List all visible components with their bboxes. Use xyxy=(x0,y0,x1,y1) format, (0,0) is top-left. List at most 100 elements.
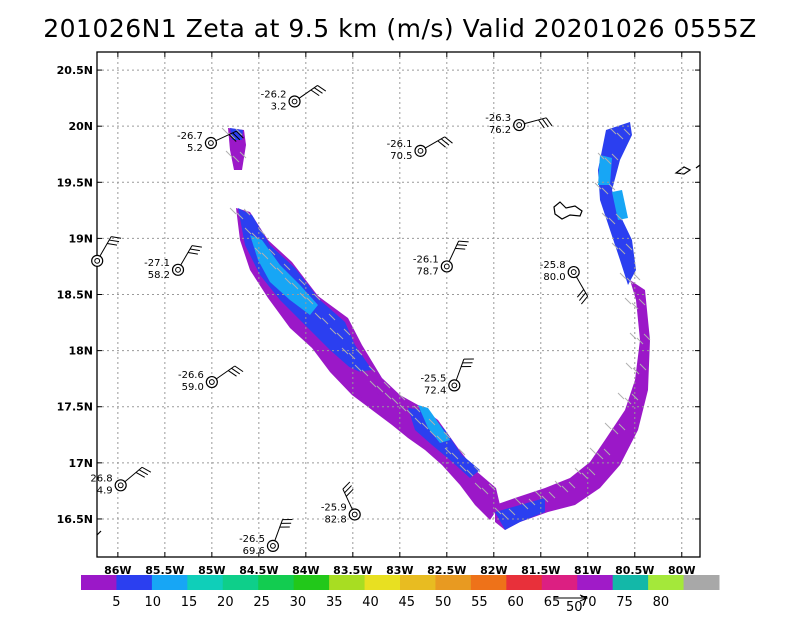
station-plot: -27.158.2 xyxy=(144,245,202,281)
wind-vector-mark xyxy=(568,481,576,489)
colorbar-cell xyxy=(435,575,472,590)
wind-vector-mark xyxy=(501,512,509,520)
lon-label: 85.5W xyxy=(145,564,184,577)
wind-barb-feather xyxy=(342,481,351,490)
wind-barb-feather xyxy=(234,365,244,373)
colorbar-label: 50 xyxy=(435,595,452,610)
wind-barb-feather xyxy=(232,132,241,141)
vector-reference-arrow xyxy=(554,594,589,602)
wind-vector-mark xyxy=(451,452,459,460)
wind-vector-mark xyxy=(604,157,612,165)
station-circle-outer xyxy=(440,260,453,273)
wind-vector-mark xyxy=(601,187,609,195)
swath-south xyxy=(495,280,650,530)
wind-vector-mark xyxy=(236,212,244,220)
wind-vector-mark xyxy=(244,227,252,235)
wind-vector-mark xyxy=(298,278,306,286)
colorbar-cell xyxy=(329,575,366,590)
wind-vector-mark xyxy=(609,127,617,135)
station-circle-inner xyxy=(175,266,181,273)
station-plot: -26.376.2 xyxy=(485,113,553,136)
wind-barb-feather xyxy=(231,367,241,375)
wind-vector-mark xyxy=(581,472,589,480)
wind-vector-mark xyxy=(225,150,233,158)
station-plot: -26.170.5 xyxy=(387,136,453,162)
colorbar-label: 15 xyxy=(181,595,198,610)
swath-mid-purple xyxy=(345,365,390,410)
colorbar-cell xyxy=(258,575,295,590)
colorbar-label: 25 xyxy=(253,595,270,610)
wind-barb-feather xyxy=(580,296,589,305)
station-circle-inner xyxy=(570,269,577,275)
colorbar-label: 60 xyxy=(507,595,524,610)
wind-barb-feather xyxy=(191,245,202,248)
station-plot: -26.659.0 xyxy=(178,365,244,393)
station-circle-outer xyxy=(91,254,104,267)
station-circle-outer xyxy=(205,375,218,389)
station-bottom-value: 78.7 xyxy=(417,266,439,277)
lon-label: 84W xyxy=(292,564,319,577)
wind-vector-mark xyxy=(243,208,251,216)
station-top-value: -26.3 xyxy=(485,113,511,124)
colorbar-label: 35 xyxy=(326,595,343,610)
wind-speed-swath xyxy=(228,122,650,530)
wind-barb-feather xyxy=(444,136,453,144)
wind-vector-mark xyxy=(368,365,376,373)
wind-vector-mark xyxy=(343,328,351,336)
colorbar-label: 10 xyxy=(144,595,161,610)
station-bottom-value: 59.0 xyxy=(182,382,204,393)
wind-vector-mark xyxy=(458,448,466,456)
colorbar-cell xyxy=(116,575,153,590)
wind-vector-mark xyxy=(269,262,277,270)
station-top-value: -26.6 xyxy=(178,370,204,381)
wind-vector-mark xyxy=(473,465,481,473)
wind-vector-mark xyxy=(548,491,556,499)
wind-barb-feather xyxy=(440,138,450,146)
wind-vector-mark xyxy=(632,367,640,375)
station-circle-inner xyxy=(451,382,458,389)
station-top-value: -25.9 xyxy=(321,502,347,513)
station-plot: -26.23.2 xyxy=(261,85,327,112)
swath-east-lightblue xyxy=(598,155,612,185)
wind-vector-mark xyxy=(299,292,307,300)
wind-vector-mark xyxy=(229,207,237,215)
wind-vector-mark xyxy=(514,497,522,505)
lat-label: 16.5N xyxy=(57,513,93,526)
lat-label: 18.5N xyxy=(57,289,93,302)
wind-vector-mark xyxy=(329,327,337,335)
wind-vector-mark xyxy=(429,430,437,438)
wind-vector-mark xyxy=(574,467,582,475)
wind-vector-mark xyxy=(466,469,474,477)
wind-vector-mark xyxy=(361,369,369,377)
station-bottom-value: 3.2 xyxy=(271,101,287,112)
wind-vector-mark xyxy=(643,333,651,341)
station-bottom-value: 76.2 xyxy=(489,125,511,136)
colorbar-cell xyxy=(506,575,543,590)
wind-vector-mark xyxy=(481,487,489,495)
wind-vector-mark xyxy=(391,397,399,405)
station-top-value: -25.8 xyxy=(540,260,566,271)
wind-vector-mark xyxy=(611,427,619,435)
colorbar-cell xyxy=(222,575,259,590)
station-bottom-value: 4.9 xyxy=(97,485,113,496)
lat-lon-grid xyxy=(97,52,700,557)
wind-vector-mark xyxy=(232,155,240,163)
colorbar-cell xyxy=(400,575,436,590)
station-top-value: -26.7 xyxy=(177,131,203,142)
station-top-value: -27.1 xyxy=(144,258,170,269)
station-circle-outer xyxy=(513,118,526,132)
wind-vector-mark xyxy=(383,381,391,389)
wind-vector-mark xyxy=(611,242,619,250)
wind-vector-mark xyxy=(596,452,604,460)
wind-barb-feather xyxy=(578,292,587,301)
colorbar-cell xyxy=(151,575,188,590)
colorbar-cells xyxy=(81,575,720,590)
station-circle-outer xyxy=(348,508,361,521)
station-circle-inner xyxy=(516,122,523,128)
station-circle-inner xyxy=(208,140,214,146)
wind-vector-mark xyxy=(254,247,262,255)
wind-vector-mark xyxy=(604,422,612,430)
wind-barb-feather xyxy=(455,247,466,250)
wind-vector-mark xyxy=(306,297,314,305)
wind-vector-mark xyxy=(414,417,422,425)
